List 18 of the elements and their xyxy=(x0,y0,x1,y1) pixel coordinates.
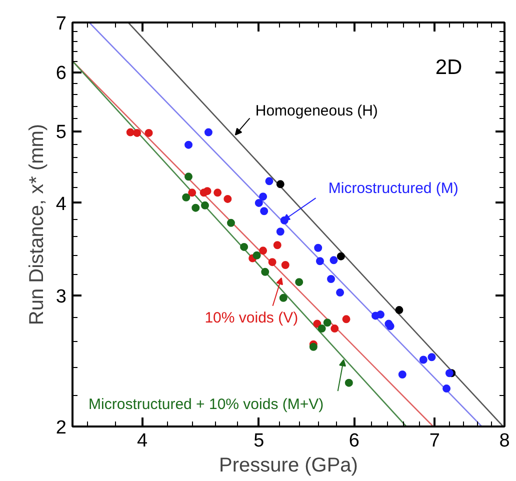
x-tick-label: 6 xyxy=(348,430,360,452)
x-tick-label: 5 xyxy=(254,430,264,452)
y-tick-label: 7 xyxy=(56,14,67,34)
y-tick-label: 5 xyxy=(56,122,67,144)
x-tick-label: 4 xyxy=(136,430,148,452)
annotation: 10% voids (V) xyxy=(204,309,298,326)
x-axis-title: Pressure (GPa) xyxy=(219,454,358,476)
annotation: Homogeneous (H) xyxy=(255,102,378,120)
y-tick-label: 4 xyxy=(56,194,67,215)
y-tick-label: 3 xyxy=(56,286,67,308)
annotation: Microstructured (M) xyxy=(328,180,458,197)
annotation: 2D xyxy=(435,56,462,80)
y-tick-label: 2 xyxy=(56,418,67,438)
y-tick-label: 6 xyxy=(56,63,67,84)
x-tick-label: 7 xyxy=(429,430,440,452)
annotation: Microstructured + 10% voids (M+V) xyxy=(88,396,324,414)
y-axis-title: Run Distance, x* (mm) xyxy=(26,124,48,326)
x-tick-label: 8 xyxy=(499,430,510,452)
